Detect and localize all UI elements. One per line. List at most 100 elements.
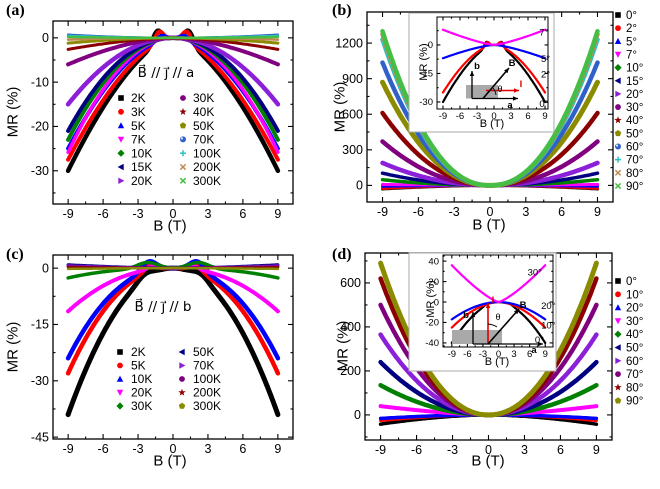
legend-label-60°: 60°	[626, 356, 643, 368]
legend-marker-5°	[614, 37, 622, 44]
y-tick-label: -30	[31, 164, 49, 178]
legend-label-90°: 90°	[626, 181, 643, 193]
legend-marker-7°	[614, 51, 622, 58]
x-axis-title-c: B (T)	[153, 452, 187, 470]
x-tick-label: 9	[543, 349, 548, 360]
curve-7°	[441, 28, 547, 46]
x-tick-label: 0	[496, 349, 501, 360]
theta-label: θ	[497, 84, 502, 94]
legend-marker-200K	[178, 388, 186, 396]
b-axis-arrow	[469, 71, 475, 77]
legend-marker-90°	[617, 185, 619, 187]
inset-curve-label: 0°	[539, 99, 548, 110]
panel-letter-c: (c)	[6, 246, 24, 263]
a-axis-label: a	[531, 345, 537, 356]
legend-marker-40K	[179, 107, 187, 115]
y-tick-label: -20	[31, 120, 49, 134]
legend-label-100K: 100K	[193, 146, 221, 160]
y-tick-label: 400	[340, 320, 361, 334]
legend-marker-20°	[615, 90, 622, 98]
legend-marker-300K	[182, 179, 184, 182]
x-tick-label: 0	[491, 111, 496, 122]
legend-marker-70K	[180, 136, 186, 143]
legend-label-90°: 90°	[626, 396, 643, 408]
a-axis-label: a	[507, 100, 513, 111]
legend-marker-15°	[614, 77, 621, 84]
legend-label-50K: 50K	[193, 119, 214, 133]
x-tick-label: 9	[594, 205, 601, 219]
inset-y-axis-title-b: MR (%)	[418, 43, 430, 81]
x-axis-title-a: B (T)	[153, 217, 187, 235]
x-tick-label: 0	[170, 207, 177, 221]
y-tick-label: -45	[31, 430, 49, 444]
x-tick-label: 3	[522, 205, 529, 219]
x-tick-label: 3	[508, 111, 513, 122]
legend-marker-100K	[179, 376, 185, 382]
x-tick-label: 9	[274, 442, 281, 456]
legend-marker-10°	[614, 64, 622, 72]
x-tick-label: 9	[593, 443, 600, 457]
legend-label-70K: 70K	[193, 359, 214, 373]
legend-marker-0°	[615, 12, 621, 18]
legend-marker-20°	[614, 304, 622, 311]
legend-marker-20K	[118, 177, 125, 184]
x-tick-label: -9	[377, 205, 388, 219]
x-tick-label: -6	[456, 111, 464, 122]
b-axis-label: b	[474, 61, 480, 72]
legend-label-2K: 2K	[131, 91, 146, 105]
current-label: I	[520, 79, 523, 90]
plot-area-(c)	[53, 255, 293, 439]
sample-bar	[452, 330, 502, 344]
legend-marker-10K	[116, 375, 124, 382]
x-tick-label: -9	[63, 207, 74, 221]
legend-label-30K: 30K	[193, 91, 214, 105]
b-axis-arrow	[470, 312, 476, 318]
legend-label-3K: 3K	[131, 105, 146, 119]
x-tick-label: 3	[521, 443, 528, 457]
legend-label-200K: 200K	[193, 386, 221, 400]
legend-marker-70K	[179, 362, 186, 369]
x-tick-label: 9	[274, 207, 281, 221]
y-tick-label: -30	[419, 97, 433, 108]
a-axis-arrow	[512, 96, 518, 101]
panel-letter-b: (b)	[332, 2, 352, 19]
legend-label-7K: 7K	[131, 133, 146, 147]
field-arrow	[487, 308, 520, 345]
inset-curve-label: 5°	[541, 54, 550, 65]
x-axis-title-b: B (T)	[472, 216, 506, 234]
y-tick-label: -40	[425, 338, 439, 349]
y-tick-label: 200	[340, 364, 361, 378]
legend-label-10K: 10K	[131, 146, 152, 160]
inset-curve-label: 2°	[541, 69, 550, 80]
annotation-field-config-a: B⃗ // j⃗ // a	[137, 65, 195, 81]
inset-curve-label: 20°	[541, 301, 556, 312]
legend-marker-30°	[615, 104, 621, 110]
legend-label-100K: 100K	[193, 372, 221, 386]
legend-label-70°: 70°	[626, 369, 643, 381]
y-tick-label: -15	[419, 69, 433, 80]
legend-label-60°: 60°	[626, 142, 643, 154]
legend-marker-5K	[117, 362, 123, 369]
y-tick-label: 0	[428, 40, 433, 51]
current-arrow	[513, 88, 519, 93]
legend-marker-70°	[615, 371, 621, 377]
legend-label-10°: 10°	[626, 63, 643, 75]
curve-30°	[450, 264, 547, 304]
theta-arc	[492, 87, 497, 96]
legend-marker-2°	[615, 25, 621, 32]
y-tick-label: 0	[356, 179, 363, 193]
y-tick-label: 300	[342, 143, 363, 157]
x-tick-label: -3	[447, 443, 458, 457]
field-arrow	[513, 309, 519, 315]
legend-marker-70K	[180, 137, 184, 140]
b-axis-label: b	[463, 310, 469, 321]
x-tick-label: 6	[239, 442, 246, 456]
y-tick-label: -15	[31, 318, 49, 332]
annotation-field-config-c: B⃗ // j⃗ // b	[134, 299, 192, 315]
legend-label-70°: 70°	[626, 155, 643, 167]
y-tick-label: -30	[31, 374, 49, 388]
legend-label-5K: 5K	[131, 359, 146, 373]
legend-marker-60°	[615, 357, 622, 364]
legend-label-20°: 20°	[626, 303, 643, 315]
